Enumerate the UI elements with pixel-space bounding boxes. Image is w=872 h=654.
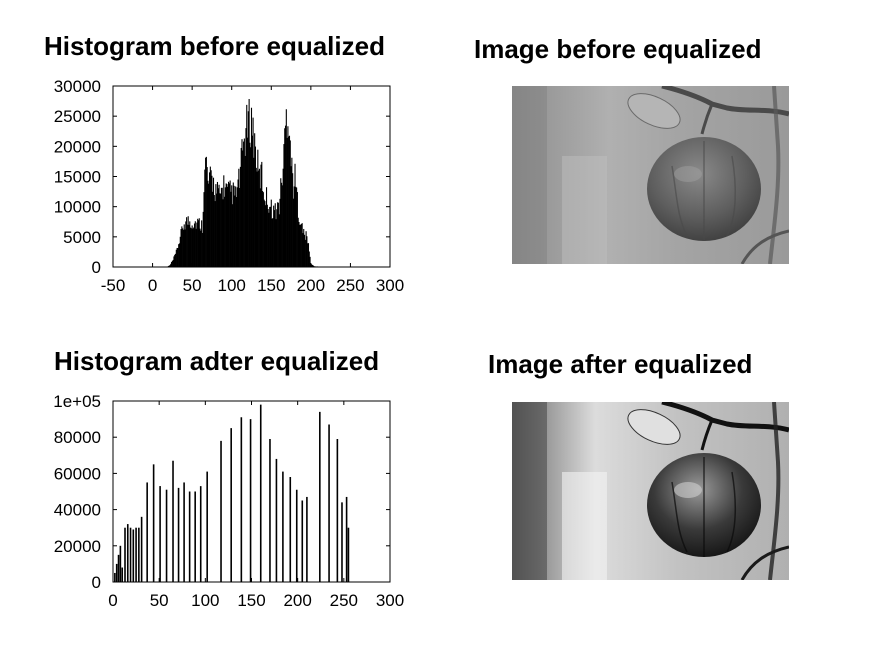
apple-image-after: [512, 402, 789, 580]
x-tick-label: 250: [336, 276, 364, 295]
y-tick-label: 15000: [54, 168, 101, 187]
y-tick-label: 10000: [54, 198, 101, 217]
y-tick-label: 25000: [54, 107, 101, 126]
x-tick-label: 300: [376, 591, 404, 610]
y-tick-label: 30000: [54, 77, 101, 96]
apple-image-before: [512, 86, 789, 264]
x-tick-label: 0: [148, 276, 157, 295]
y-tick-label: 20000: [54, 537, 101, 556]
x-tick-label: 50: [150, 591, 169, 610]
y-tick-label: 20000: [54, 137, 101, 156]
x-tick-label: 100: [218, 276, 246, 295]
x-tick-label: -50: [101, 276, 126, 295]
y-tick-label: 60000: [54, 464, 101, 483]
histogram-after-title: Histogram adter equalized: [54, 346, 380, 376]
x-tick-label: 250: [330, 591, 358, 610]
image-after-title: Image after equalized: [488, 349, 753, 379]
x-tick-label: 200: [283, 591, 311, 610]
y-tick-label: 0: [92, 573, 101, 592]
x-tick-label: 300: [376, 276, 404, 295]
x-tick-label: 50: [183, 276, 202, 295]
y-tick-label: 40000: [54, 501, 101, 520]
x-tick-label: 150: [237, 591, 265, 610]
histogram-after: 0 20000 40000 60000 80000 1e+05 0 50 100 150 200 25…: [53, 392, 404, 610]
y-tick-label: 0: [92, 258, 101, 277]
x-tick-label: 150: [257, 276, 285, 295]
histogram-before-title: Histogram before equalized: [44, 31, 385, 61]
x-tick-label: 0: [108, 591, 117, 610]
x-tick-label: 200: [297, 276, 325, 295]
y-tick-label: 1e+05: [53, 392, 101, 411]
x-tick-label: 100: [191, 591, 219, 610]
y-tick-label: 5000: [63, 228, 101, 247]
image-before-title: Image before equalized: [474, 34, 762, 64]
y-tick-label: 80000: [54, 428, 101, 447]
